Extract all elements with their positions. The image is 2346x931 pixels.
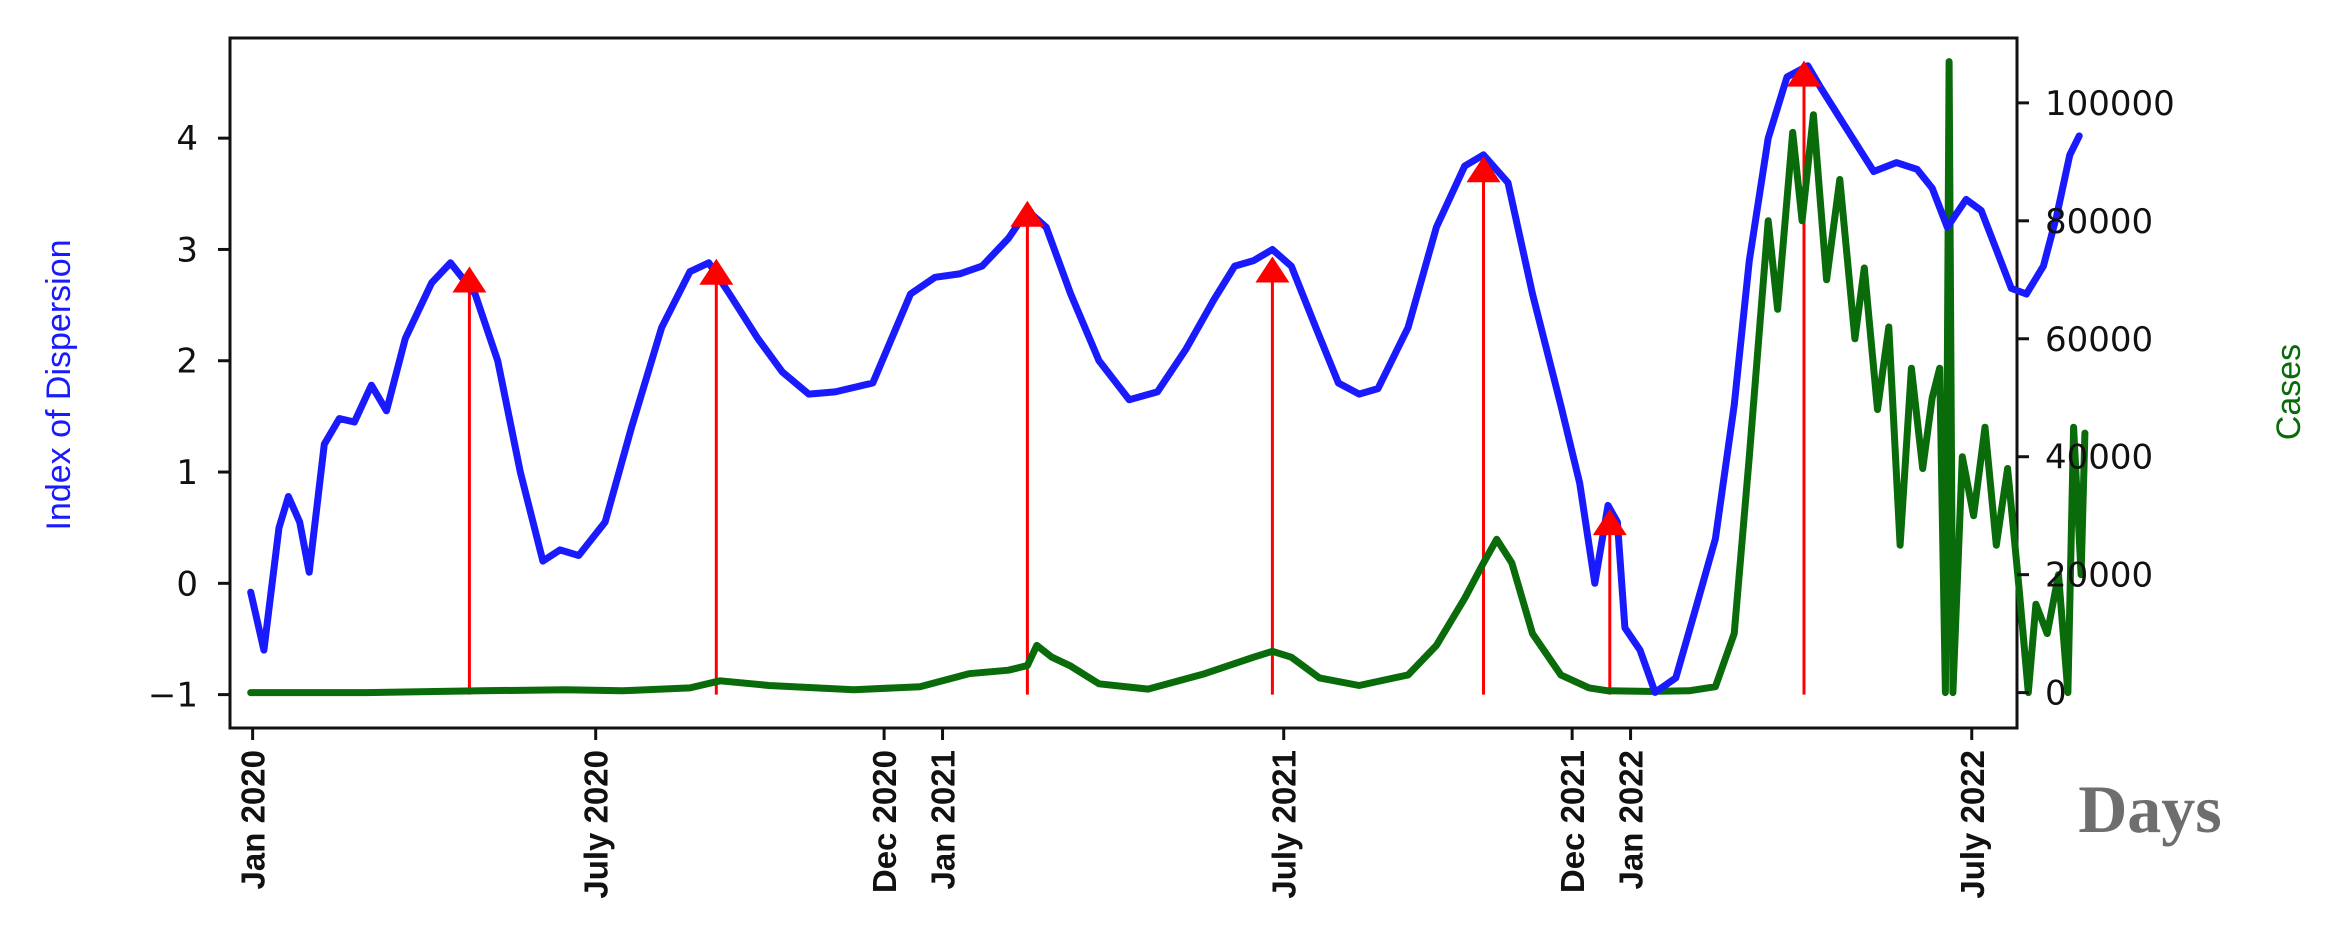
x-tick-label: July 2021 bbox=[1266, 750, 1303, 899]
y2-tick-label: 40000 bbox=[2045, 438, 2153, 478]
x-tick-label: July 2022 bbox=[1954, 750, 1991, 899]
peak-marker bbox=[699, 258, 734, 285]
peak-marker bbox=[1787, 60, 1821, 87]
peak-marker bbox=[1466, 156, 1501, 183]
y-tick-label: 0 bbox=[176, 564, 198, 604]
y-axis-right: 0 20000 40000 60000 80000 100000 bbox=[2017, 84, 2175, 714]
x-tick-label: Jan 2022 bbox=[1613, 750, 1650, 889]
x-axis: Jan 2020 July 2020 Dec 2020 Jan 2021 July 20… bbox=[235, 728, 1991, 899]
dispersion-line bbox=[247, 62, 2083, 696]
y-tick-label: 1 bbox=[176, 453, 198, 493]
y-tick-label: 3 bbox=[176, 230, 198, 270]
y-tick-label: −1 bbox=[148, 676, 198, 716]
peak-marker bbox=[1592, 509, 1627, 536]
x-tick-label: Dec 2020 bbox=[866, 750, 903, 893]
y-axis-right-label: Cases bbox=[2270, 344, 2308, 440]
x-tick-label: Dec 2021 bbox=[1554, 750, 1591, 893]
y2-tick-label: 80000 bbox=[2045, 202, 2153, 242]
plot-frame bbox=[228, 36, 2019, 730]
x-axis-label: Days bbox=[2078, 771, 2222, 847]
x-tick-label: Jan 2020 bbox=[235, 750, 272, 889]
cases-line bbox=[247, 58, 2089, 697]
y-tick-label: 4 bbox=[176, 119, 198, 159]
peak-marker bbox=[452, 266, 487, 293]
y-tick-label: 2 bbox=[176, 342, 198, 382]
dispersion-series bbox=[247, 62, 2083, 696]
x-tick-label: July 2020 bbox=[578, 750, 615, 899]
y-axis-left-label: Index of Dispersion bbox=[40, 239, 78, 530]
x-tick-label: Jan 2021 bbox=[925, 750, 962, 889]
y2-tick-label: 60000 bbox=[2045, 320, 2153, 360]
y2-tick-label: 0 bbox=[2045, 674, 2067, 714]
peak-stems bbox=[467, 73, 1806, 695]
peak-markers bbox=[452, 60, 1821, 536]
peak-marker bbox=[1255, 256, 1290, 283]
peak-marker bbox=[1010, 200, 1045, 227]
y2-tick-label: 100000 bbox=[2045, 84, 2175, 124]
y-axis-left: −1 0 1 2 3 4 bbox=[148, 119, 230, 716]
cases-series bbox=[247, 58, 2089, 697]
y2-tick-label: 20000 bbox=[2045, 556, 2153, 596]
